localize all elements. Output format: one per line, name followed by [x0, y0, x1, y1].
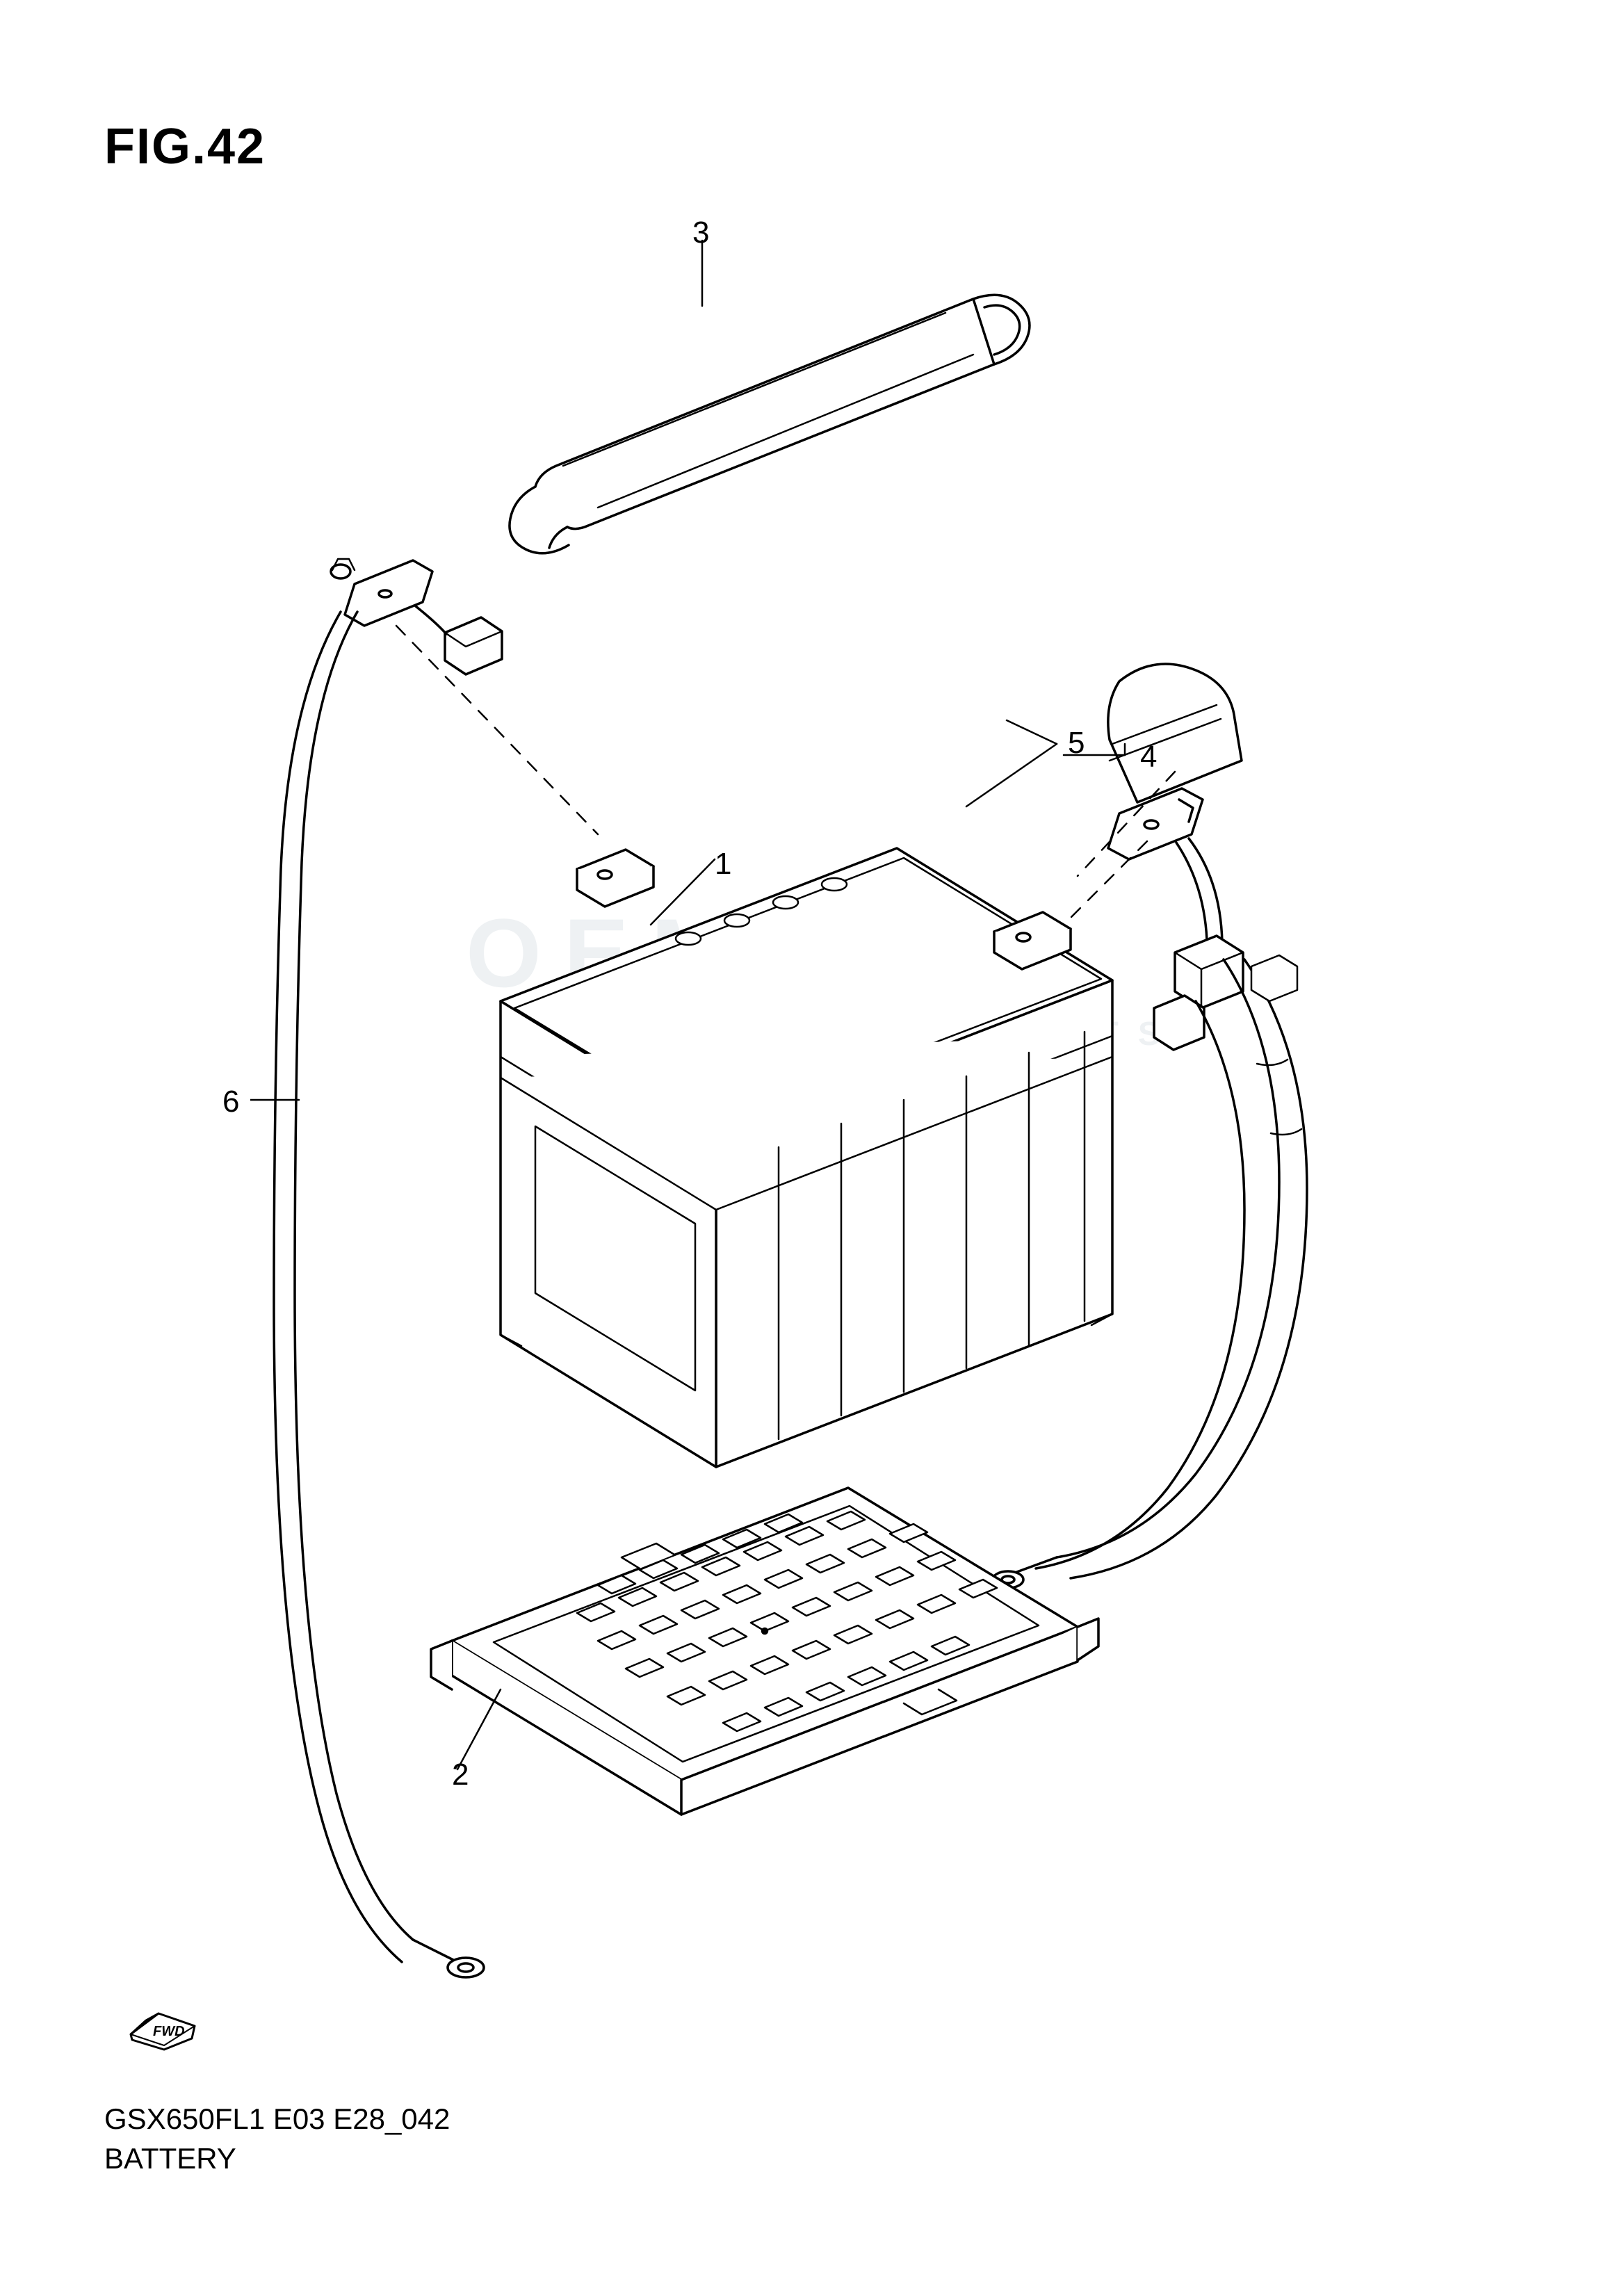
footer-name: BATTERY: [104, 2139, 450, 2179]
callout-3: 3: [692, 216, 709, 250]
part-battery-tray: [431, 1488, 1098, 1815]
part-battery: [501, 848, 1112, 1467]
part-strap: [510, 295, 1030, 553]
figure-footer: GSX650FL1 E03 E28_042 BATTERY: [104, 2100, 450, 2178]
callout-6: 6: [222, 1085, 239, 1119]
figure-title: FIG.42: [104, 118, 266, 175]
svg-text:FWD: FWD: [153, 2024, 185, 2039]
callout-5: 5: [1068, 726, 1085, 761]
callout-1: 1: [715, 847, 731, 882]
part-terminal-cap: [1108, 664, 1242, 802]
parts-diagram: [250, 209, 1377, 1988]
fwd-direction-icon: FWD: [125, 1995, 202, 2058]
footer-code: GSX650FL1 E03 E28_042: [104, 2100, 450, 2139]
callout-2: 2: [452, 1758, 469, 1792]
callout-4: 4: [1140, 740, 1157, 775]
page: FIG.42 OEM MOTORPARTS: [0, 0, 1624, 2295]
